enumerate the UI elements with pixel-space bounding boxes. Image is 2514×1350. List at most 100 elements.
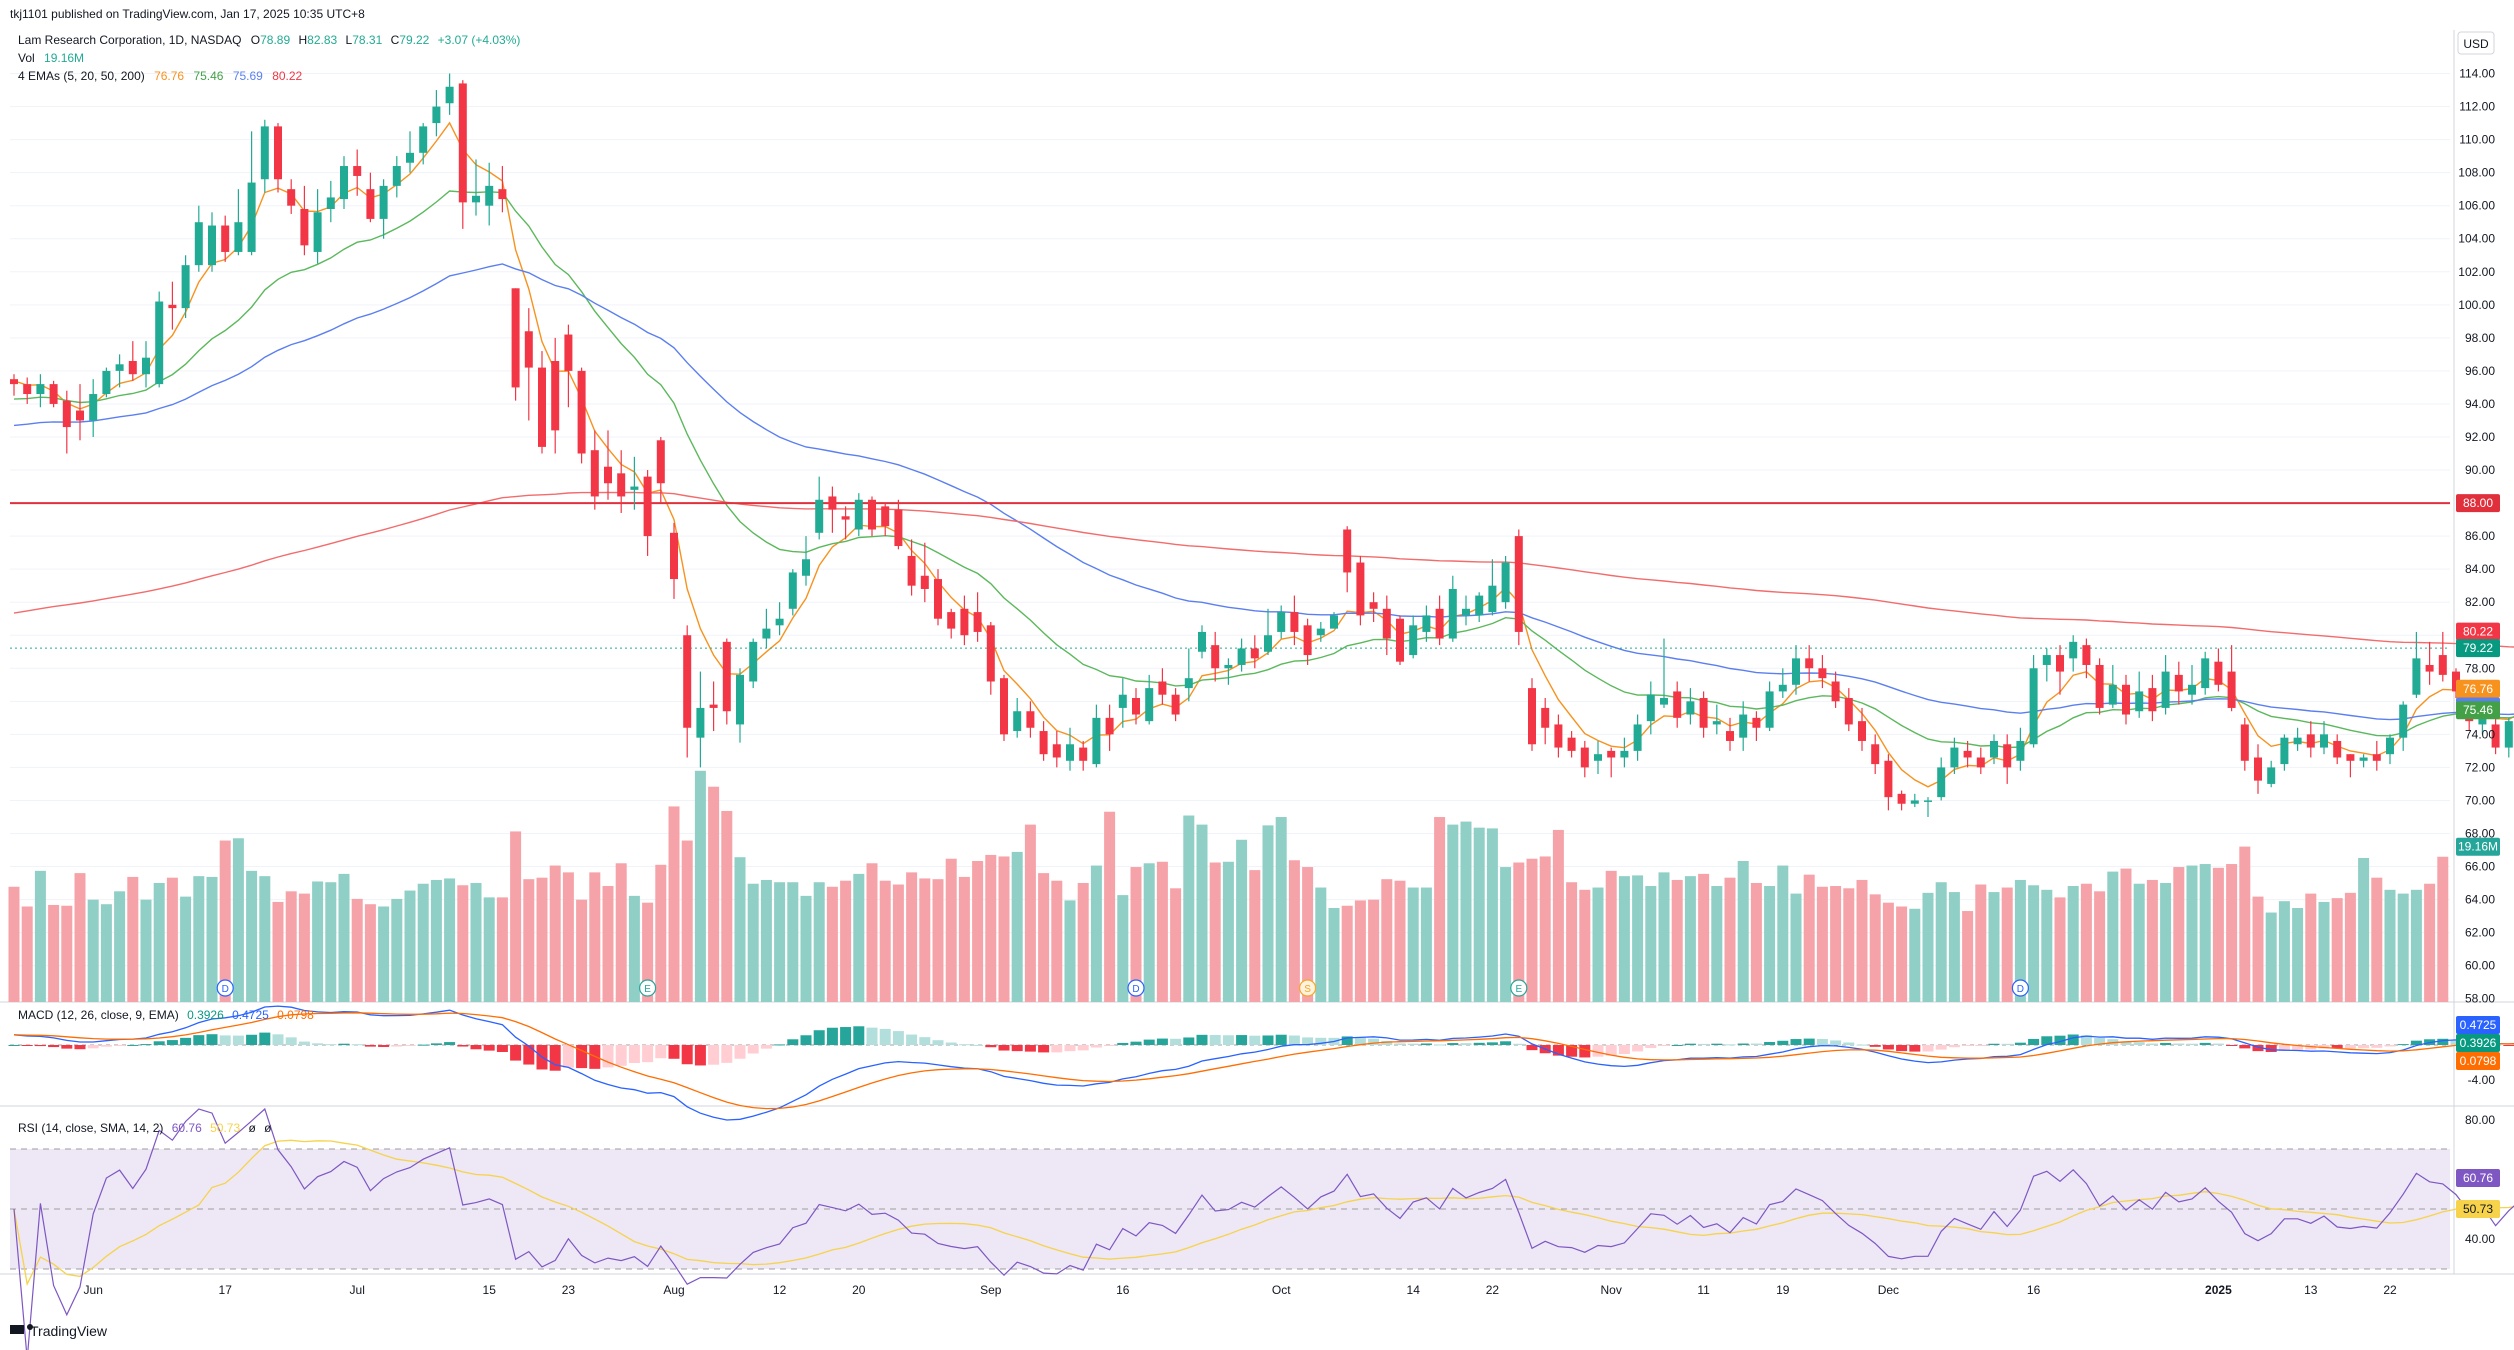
macd-hist-49 — [655, 1045, 667, 1059]
candle-body-97 — [1290, 612, 1299, 632]
volume-bar-10 — [140, 899, 152, 1002]
ema20-value: 75.46 — [193, 69, 223, 83]
volume-bar-101 — [1341, 905, 1353, 1002]
macd-hist-55 — [734, 1045, 746, 1059]
candle-body-78 — [1039, 731, 1048, 755]
price-tick-12: 90.00 — [2465, 463, 2495, 477]
macd-hist-14 — [193, 1035, 205, 1045]
macd-hist-5 — [74, 1045, 86, 1050]
currency-box[interactable] — [2457, 31, 2495, 55]
candle-body-149 — [1976, 757, 1985, 768]
rsi-na-2: ø — [264, 1121, 272, 1135]
volume-bar-97 — [1288, 860, 1300, 1002]
macd-hist-125 — [1658, 1045, 1670, 1046]
macd-hist-91 — [1209, 1034, 1221, 1045]
volume-bar-64 — [853, 873, 865, 1002]
candle-body-180 — [2386, 737, 2394, 755]
volume-bar-78 — [1038, 873, 1050, 1002]
candle-body-89 — [1184, 678, 1193, 689]
ohlc-l-value: 78.31 — [352, 33, 382, 47]
volume-bar-109 — [1447, 824, 1459, 1002]
macd-hist-81 — [1077, 1045, 1089, 1051]
event-marker-2 — [1127, 979, 1145, 997]
price-label-1: 80.22 — [2463, 625, 2493, 639]
macd-legend[interactable]: MACD (12, 26, close, 9, EMA) 0.3926 0.47… — [18, 1008, 314, 1022]
macd-hist-24 — [325, 1044, 337, 1046]
event-marker-label-2: D — [1132, 984, 1139, 995]
candle-body-103 — [1369, 602, 1378, 609]
price-tick-0: 114.00 — [2459, 67, 2495, 81]
volume-bar-171 — [2265, 912, 2277, 1002]
macd-hist-112 — [1486, 1042, 1498, 1045]
volume-bar-148 — [1962, 911, 1974, 1002]
candle-body-50 — [670, 532, 678, 580]
symbol-legend[interactable]: Lam Research Corporation, 1D, NASDAQ O78… — [18, 33, 520, 47]
macd-hist-164 — [2173, 1043, 2185, 1045]
macd-hist-45 — [602, 1045, 614, 1068]
candle-body-10 — [142, 357, 150, 375]
candle-body-109 — [1448, 588, 1457, 639]
candle-body-159 — [2108, 684, 2117, 705]
macd-hist-105 — [1394, 1043, 1406, 1045]
candle-body-16 — [221, 225, 230, 252]
rsi-legend[interactable]: RSI (14, close, SMA, 14, 2) 60.76 50.73 … — [18, 1121, 272, 1135]
price-tick-18: 78.00 — [2465, 661, 2495, 675]
candle-body-125 — [1660, 698, 1668, 705]
candle-body-45 — [604, 466, 612, 484]
time-tick-16: Dec — [1878, 1283, 1899, 1297]
rsi-na-1: ø — [248, 1121, 256, 1135]
candle-body-67 — [894, 509, 903, 547]
macd-hist-73 — [972, 1044, 984, 1046]
macd-hist-99 — [1315, 1037, 1327, 1045]
candle-body-52 — [696, 707, 705, 738]
candle-body-124 — [1646, 694, 1655, 722]
candle-body-70 — [934, 579, 942, 619]
volume-bar-36 — [483, 897, 495, 1002]
macd-hist-171 — [2265, 1045, 2277, 1052]
volume-legend[interactable]: Vol 19.16M — [18, 51, 84, 65]
macd-hist-68 — [906, 1034, 918, 1045]
time-axis[interactable]: Jun 17 Jul 15 23 Aug 12 20 Sep 16 Oct 14 22 Nov 11 19 De… — [84, 1283, 2397, 1297]
candle-body-42 — [564, 334, 573, 371]
candle-body-22 — [300, 208, 309, 246]
macd-hist-160 — [2120, 1041, 2132, 1045]
macd-hist-110 — [1460, 1043, 1472, 1045]
macd-hist-162 — [2146, 1043, 2158, 1045]
candle-body-122 — [1620, 750, 1629, 758]
volume-bar-179 — [2371, 877, 2383, 1002]
ohlc-o-value: 78.89 — [260, 33, 290, 47]
candle-body-137 — [1818, 668, 1827, 679]
macd-label-2: 0.0798 — [2460, 1054, 2497, 1068]
candle-body-24 — [326, 197, 335, 209]
tradingview-logo-icon — [10, 1325, 24, 1334]
candle-body-49 — [656, 440, 665, 484]
candle-body-155 — [2056, 655, 2064, 672]
macd-hist-39 — [523, 1045, 535, 1065]
price-axis[interactable]: 114.00 112.00 110.00 108.00 106.00 104.00 102.… — [2456, 67, 2500, 1246]
ema-legend[interactable]: 4 EMAs (5, 20, 50, 200) 76.76 75.46 75.6… — [18, 69, 303, 83]
candle-body-58 — [775, 618, 784, 626]
tradingview-logo[interactable]: TradingView — [10, 1323, 108, 1339]
volume-bar-130 — [1724, 877, 1736, 1002]
volume-bar-72 — [958, 876, 970, 1002]
candle-body-142 — [1884, 760, 1893, 798]
candle-body-83 — [1105, 717, 1114, 735]
macd-hist-152 — [2014, 1042, 2026, 1045]
volume-bar-55 — [734, 857, 746, 1002]
currency-label[interactable]: USD — [2463, 37, 2489, 51]
macd-hist-74 — [985, 1045, 997, 1048]
macd-hist-123 — [1632, 1045, 1644, 1052]
macd-line-value: 0.4725 — [232, 1008, 269, 1022]
candle-body-62 — [828, 496, 837, 510]
rsi-label: RSI (14, close, SMA, 14, 2) — [18, 1121, 163, 1135]
tradingview-logo-dot — [27, 1324, 33, 1330]
macd-hist-104 — [1381, 1040, 1393, 1045]
volume-bar-32 — [430, 879, 442, 1002]
macd-hist-180 — [2384, 1045, 2396, 1047]
price-label-box-3 — [2456, 679, 2500, 698]
macd-hist-61 — [813, 1030, 825, 1045]
macd-hist-175 — [2318, 1045, 2330, 1049]
volume-bar-46 — [615, 863, 627, 1002]
